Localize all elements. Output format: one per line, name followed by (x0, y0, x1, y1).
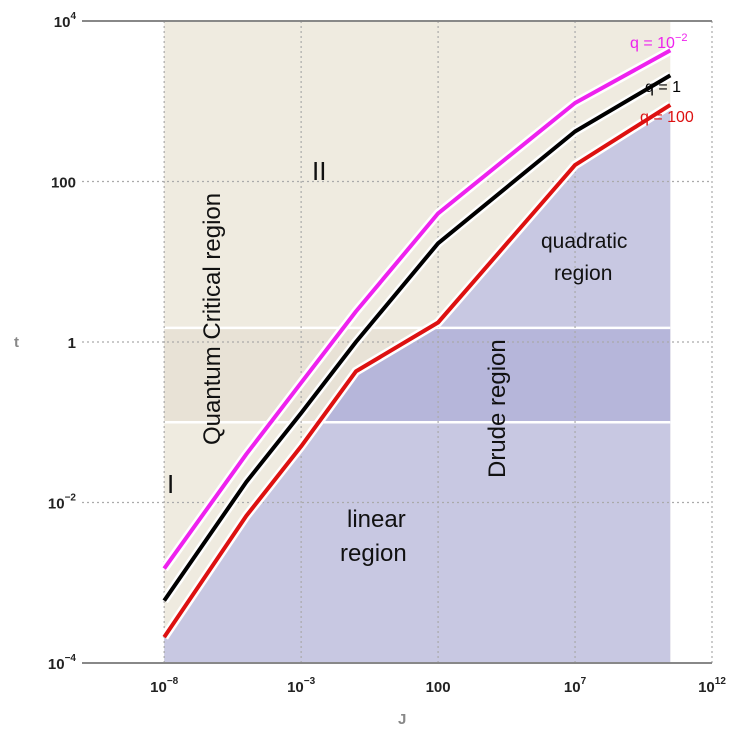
series-line (162, 73, 672, 602)
y-tick-label-base: 10 (54, 14, 71, 31)
x-tick-label-exp: 7 (581, 676, 587, 687)
region-two-label: II (312, 156, 326, 186)
quadratic-region-label-line1: quadratic (541, 230, 627, 253)
series-label: q = 100 (640, 109, 694, 126)
y-tick-label: 104 (54, 11, 77, 31)
x-tick-label-exp: −8 (167, 676, 179, 687)
y-tick-label: 1 (68, 335, 76, 352)
x-axis-label: J (398, 711, 406, 728)
y-tick-label-text: 100 (51, 175, 76, 192)
y-tick-label: 10−4 (48, 653, 77, 673)
series-line (162, 48, 672, 570)
series-label: q = 10−2 (630, 32, 687, 52)
y-tick-label: 100 (51, 175, 76, 192)
x-tick-label: 100 (426, 679, 451, 696)
x-tick-label-base: 10 (564, 679, 581, 696)
x-tick-label: 10−8 (150, 676, 179, 696)
y-tick-label-exp: −2 (65, 493, 77, 504)
series-curves: q = 10−2 q = 1 q = 100 (160, 32, 694, 640)
x-tick-label-base: 10 (287, 679, 304, 696)
region-one-label: I (167, 469, 174, 499)
quadratic-region-label-line2: region (554, 262, 612, 285)
y-axis-label: t (14, 334, 19, 351)
y-tick-label-exp: 4 (70, 11, 76, 22)
series-label-name: q = 10 (630, 35, 675, 52)
drude-region-label: Drude region (484, 339, 511, 478)
x-tick-label: 10−3 (287, 676, 316, 696)
series-label-name: q = 100 (640, 109, 694, 126)
x-tick-label-base: 10 (150, 679, 167, 696)
annotations: t J Quantum Critical region I II quadrat… (14, 156, 627, 728)
series-label-exp: −2 (675, 32, 688, 44)
series-label: q = 1 (645, 79, 681, 96)
x-tick-label-exp: 12 (715, 676, 727, 687)
y-tick-label-text: 1 (68, 335, 76, 352)
x-tick-label: 1012 (698, 676, 726, 696)
linear-region-label-line1: linear (347, 506, 406, 533)
linear-region-label-line2: region (340, 540, 407, 567)
x-tick-label-text: 100 (426, 679, 451, 696)
quantum-critical-region-label: Quantum Critical region (199, 193, 226, 445)
series-line (162, 103, 672, 639)
y-tick-label-base: 10 (48, 656, 65, 673)
x-tick-label-exp: −3 (304, 676, 316, 687)
series-label-name: q = 1 (645, 79, 681, 96)
y-tick-label-base: 10 (48, 496, 65, 513)
x-tick-label-base: 10 (698, 679, 715, 696)
x-tick-label: 107 (564, 676, 587, 696)
y-tick-label-exp: −4 (65, 653, 77, 664)
y-tick-label: 10−2 (48, 493, 77, 513)
